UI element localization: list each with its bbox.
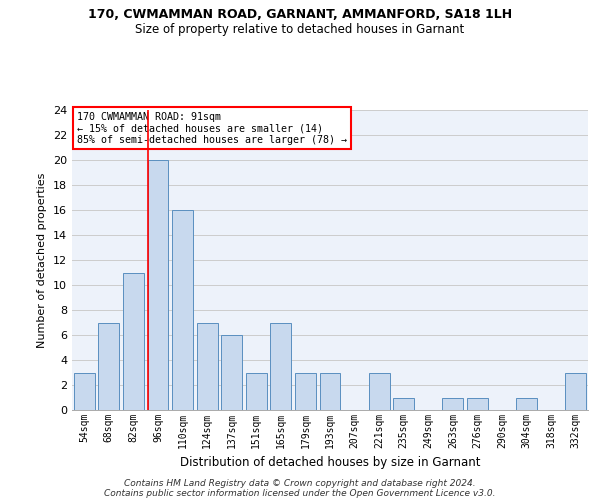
Bar (393, 398, 414, 410)
Bar (368, 372, 389, 410)
Bar (246, 372, 267, 410)
Text: Size of property relative to detached houses in Garnant: Size of property relative to detached ho… (136, 22, 464, 36)
Bar (74, 372, 95, 410)
Bar (98, 322, 119, 410)
Bar (172, 210, 193, 410)
Bar (197, 322, 218, 410)
Bar (565, 372, 586, 410)
Bar (123, 272, 144, 410)
Bar (320, 372, 340, 410)
Bar (467, 398, 488, 410)
Text: 170 CWMAMMAN ROAD: 91sqm
← 15% of detached houses are smaller (14)
85% of semi-d: 170 CWMAMMAN ROAD: 91sqm ← 15% of detach… (77, 112, 347, 144)
Text: Contains HM Land Registry data © Crown copyright and database right 2024.: Contains HM Land Registry data © Crown c… (124, 478, 476, 488)
Bar (221, 335, 242, 410)
Bar (271, 322, 292, 410)
Bar (148, 160, 169, 410)
Bar (516, 398, 537, 410)
Text: Contains public sector information licensed under the Open Government Licence v3: Contains public sector information licen… (104, 488, 496, 498)
X-axis label: Distribution of detached houses by size in Garnant: Distribution of detached houses by size … (180, 456, 480, 469)
Y-axis label: Number of detached properties: Number of detached properties (37, 172, 47, 348)
Bar (442, 398, 463, 410)
Bar (295, 372, 316, 410)
Text: 170, CWMAMMAN ROAD, GARNANT, AMMANFORD, SA18 1LH: 170, CWMAMMAN ROAD, GARNANT, AMMANFORD, … (88, 8, 512, 20)
